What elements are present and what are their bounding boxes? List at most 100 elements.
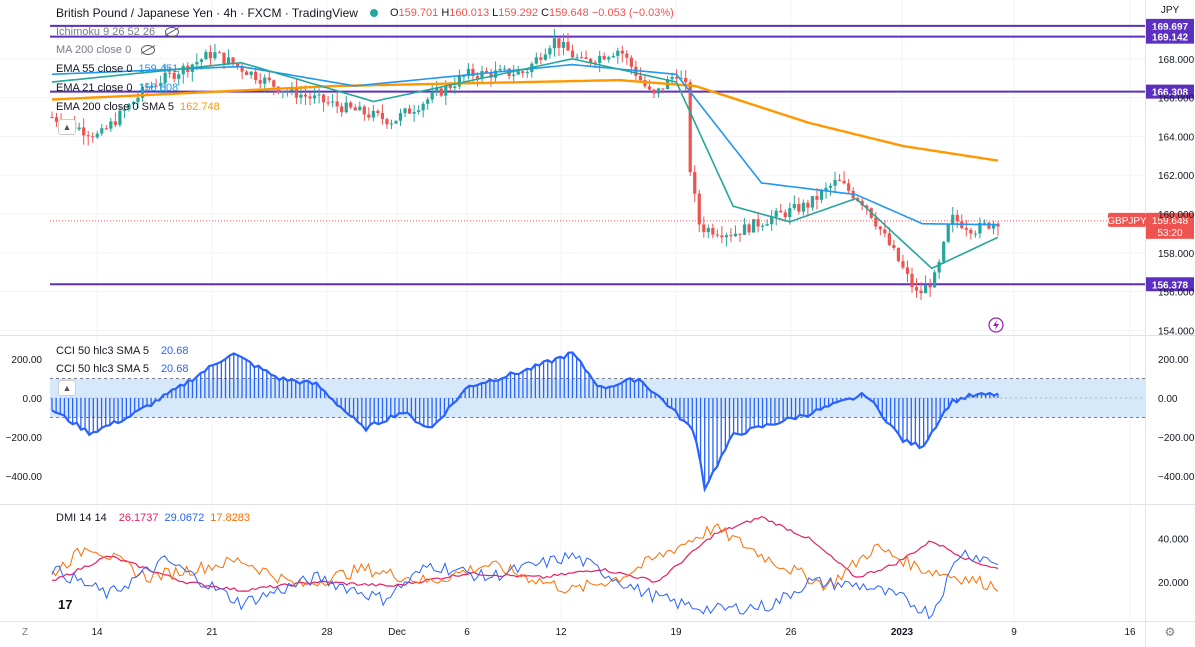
candle-body	[380, 113, 385, 120]
candle-body	[263, 77, 267, 84]
level-label-bg	[1146, 18, 1194, 33]
candle-body	[589, 59, 593, 63]
legend-ichimoku[interactable]: Ichimoku 9 26 52 26	[56, 26, 180, 38]
ticker-badge	[1108, 212, 1146, 227]
candle-body	[403, 108, 407, 114]
legend-ema200[interactable]: EMA 200 close 0 SMA 5 162.748	[56, 101, 220, 113]
time-tick-label: 9	[1011, 627, 1017, 638]
candle-body	[883, 229, 887, 234]
candle-body	[797, 204, 801, 212]
legend-dmi[interactable]: DMI 14 14 26.1737 29.0672 17.8283	[56, 512, 251, 524]
zoom-button[interactable]: Z	[22, 627, 28, 638]
candle-body	[842, 180, 846, 184]
candle-body	[806, 202, 810, 208]
candle-body	[398, 113, 403, 121]
legend-ema55[interactable]: EMA 55 close 0 159.451	[56, 63, 179, 75]
candle-body	[77, 127, 81, 130]
candle-body	[448, 85, 452, 88]
legend-ma200[interactable]: MA 200 close 0	[56, 44, 156, 56]
candle-body	[340, 106, 344, 113]
candle-body	[367, 114, 371, 118]
candle-body	[426, 99, 430, 104]
candle-body	[222, 52, 226, 64]
candle-body	[914, 287, 919, 291]
candle-body	[933, 272, 937, 288]
candle-body	[326, 102, 330, 104]
candle-body	[919, 290, 923, 294]
candle-body	[770, 216, 774, 225]
candle-body	[217, 52, 222, 54]
candle-body	[833, 179, 837, 186]
candle-body	[652, 89, 656, 94]
candle-body	[240, 66, 244, 72]
price-tick-label: 160.000	[1158, 210, 1195, 221]
level-label-bg	[1146, 84, 1194, 99]
level-label-bg	[1146, 29, 1194, 44]
candle-body	[937, 261, 941, 273]
candle-body	[792, 204, 796, 209]
candle-body	[892, 244, 896, 248]
cci-tick-label-right: 200.00	[1158, 355, 1189, 366]
candle-body	[874, 217, 878, 227]
hidden-eye-icon[interactable]	[141, 45, 156, 55]
candle-body	[575, 57, 579, 59]
candle-body	[421, 103, 425, 111]
cci-tick-label-left: 200.00	[11, 355, 42, 366]
collapse-cci-legend-button[interactable]: ▲	[58, 380, 76, 396]
ohlc-readout: O159.701 H160.013 L159.292 C159.648 −0.0…	[389, 7, 674, 19]
candle-body	[199, 59, 203, 62]
candle-body	[118, 110, 122, 125]
candle-body	[131, 101, 136, 105]
candle-body	[149, 85, 154, 88]
symbol-title[interactable]: British Pound / Japanese Yen · 4h · FXCM…	[56, 6, 358, 20]
candle-body	[331, 101, 335, 103]
candle-body	[104, 128, 108, 130]
candle-body	[344, 102, 348, 113]
price-tick-label: 162.000	[1158, 171, 1195, 182]
candle-body	[688, 82, 692, 173]
candle-body	[444, 85, 448, 96]
candle-body	[629, 57, 633, 67]
candle-body	[54, 117, 59, 122]
candle-body	[317, 94, 321, 96]
candle-body	[901, 261, 905, 268]
tradingview-logo[interactable]: 17	[58, 597, 73, 612]
collapse-legend-button[interactable]: ▲	[58, 119, 76, 135]
candle-body	[973, 233, 977, 235]
axes: JPY168.000166.000164.000162.000160.00015…	[6, 5, 1195, 639]
legend-ema21[interactable]: EMA 21 close 0 158.808	[56, 82, 179, 94]
candle-body	[543, 54, 547, 60]
candle-body	[371, 110, 375, 118]
hidden-eye-icon[interactable]	[165, 27, 180, 37]
candle-body	[724, 235, 729, 238]
lightning-icon	[988, 317, 1004, 333]
legend-cci-2[interactable]: CCI 50 hlc3 SMA 5 20.68	[56, 363, 189, 375]
legend-cci-1[interactable]: CCI 50 hlc3 SMA 5 20.68	[56, 345, 189, 357]
candle-body	[788, 208, 792, 218]
candle-body	[385, 119, 389, 125]
candle-body	[321, 94, 326, 103]
candle-body	[951, 214, 955, 225]
candle-body	[50, 117, 54, 118]
price-tick-label: 158.000	[1158, 249, 1195, 260]
price-tick-label: 154.000	[1158, 326, 1195, 337]
candle-body	[503, 68, 507, 70]
candle-body	[376, 110, 380, 114]
grid	[0, 0, 1145, 621]
candle-body	[751, 219, 756, 233]
ema200-line	[51, 78, 999, 162]
candle-body	[955, 214, 959, 222]
candle-body	[439, 88, 443, 96]
candle-body	[584, 57, 588, 60]
candle-body	[484, 71, 489, 73]
lightning-bolt-icon	[993, 320, 999, 330]
settings-icon[interactable]: ⚙	[1165, 625, 1176, 639]
candle-body	[675, 76, 679, 79]
candle-body	[878, 226, 882, 230]
candle-body	[303, 94, 308, 97]
candle-body	[267, 77, 271, 81]
candle-body	[235, 63, 240, 67]
candle-body	[208, 52, 213, 59]
candle-body	[693, 172, 697, 194]
